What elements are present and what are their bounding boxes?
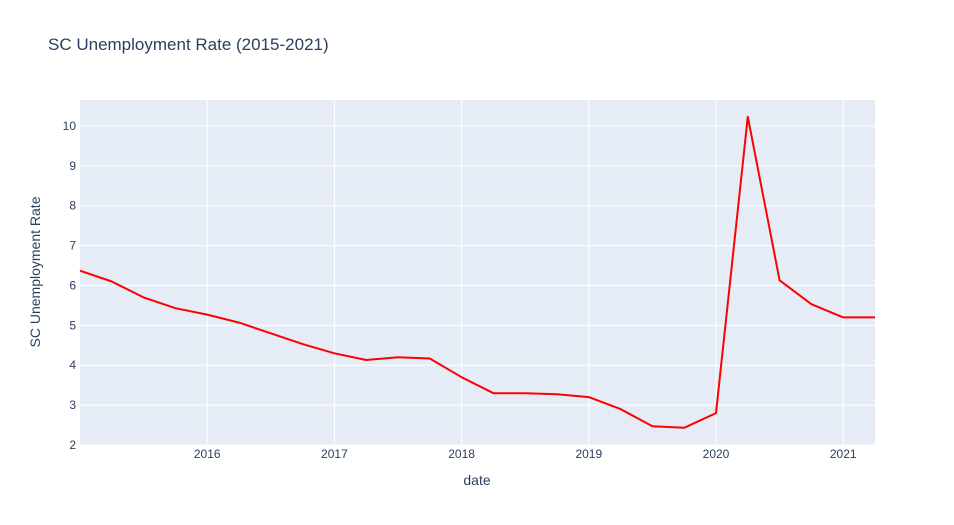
y-tick-label: 6	[69, 278, 76, 292]
y-axis-title: SC Unemployment Rate	[27, 196, 43, 347]
x-tick-label: 2021	[830, 447, 857, 461]
series-line	[79, 115, 875, 429]
y-tick-label: 2	[69, 438, 76, 452]
x-tick-label: 2017	[321, 447, 348, 461]
y-tick-label: 7	[69, 239, 76, 253]
x-tick-label: 2016	[194, 447, 221, 461]
y-tick-label: 4	[69, 358, 76, 372]
y-tick-label: 8	[69, 199, 76, 213]
x-tick-label: 2020	[703, 447, 730, 461]
plot-area	[80, 100, 875, 445]
y-tick-label: 9	[69, 159, 76, 173]
y-tick-label: 10	[63, 119, 77, 133]
series-layer	[79, 115, 875, 429]
y-tick-label: 5	[69, 318, 76, 332]
tick-labels: 2 3 4 5 6 7 8 9 10 2016 2017 2018 2019 2020 2021	[63, 119, 857, 461]
x-axis-title: date	[463, 472, 490, 488]
x-tick-label: 2018	[448, 447, 475, 461]
chart-title: SC Unemployment Rate (2015-2021)	[48, 35, 329, 54]
x-tick-label: 2019	[575, 447, 602, 461]
y-tick-label: 3	[69, 398, 76, 412]
gridlines	[80, 100, 875, 446]
